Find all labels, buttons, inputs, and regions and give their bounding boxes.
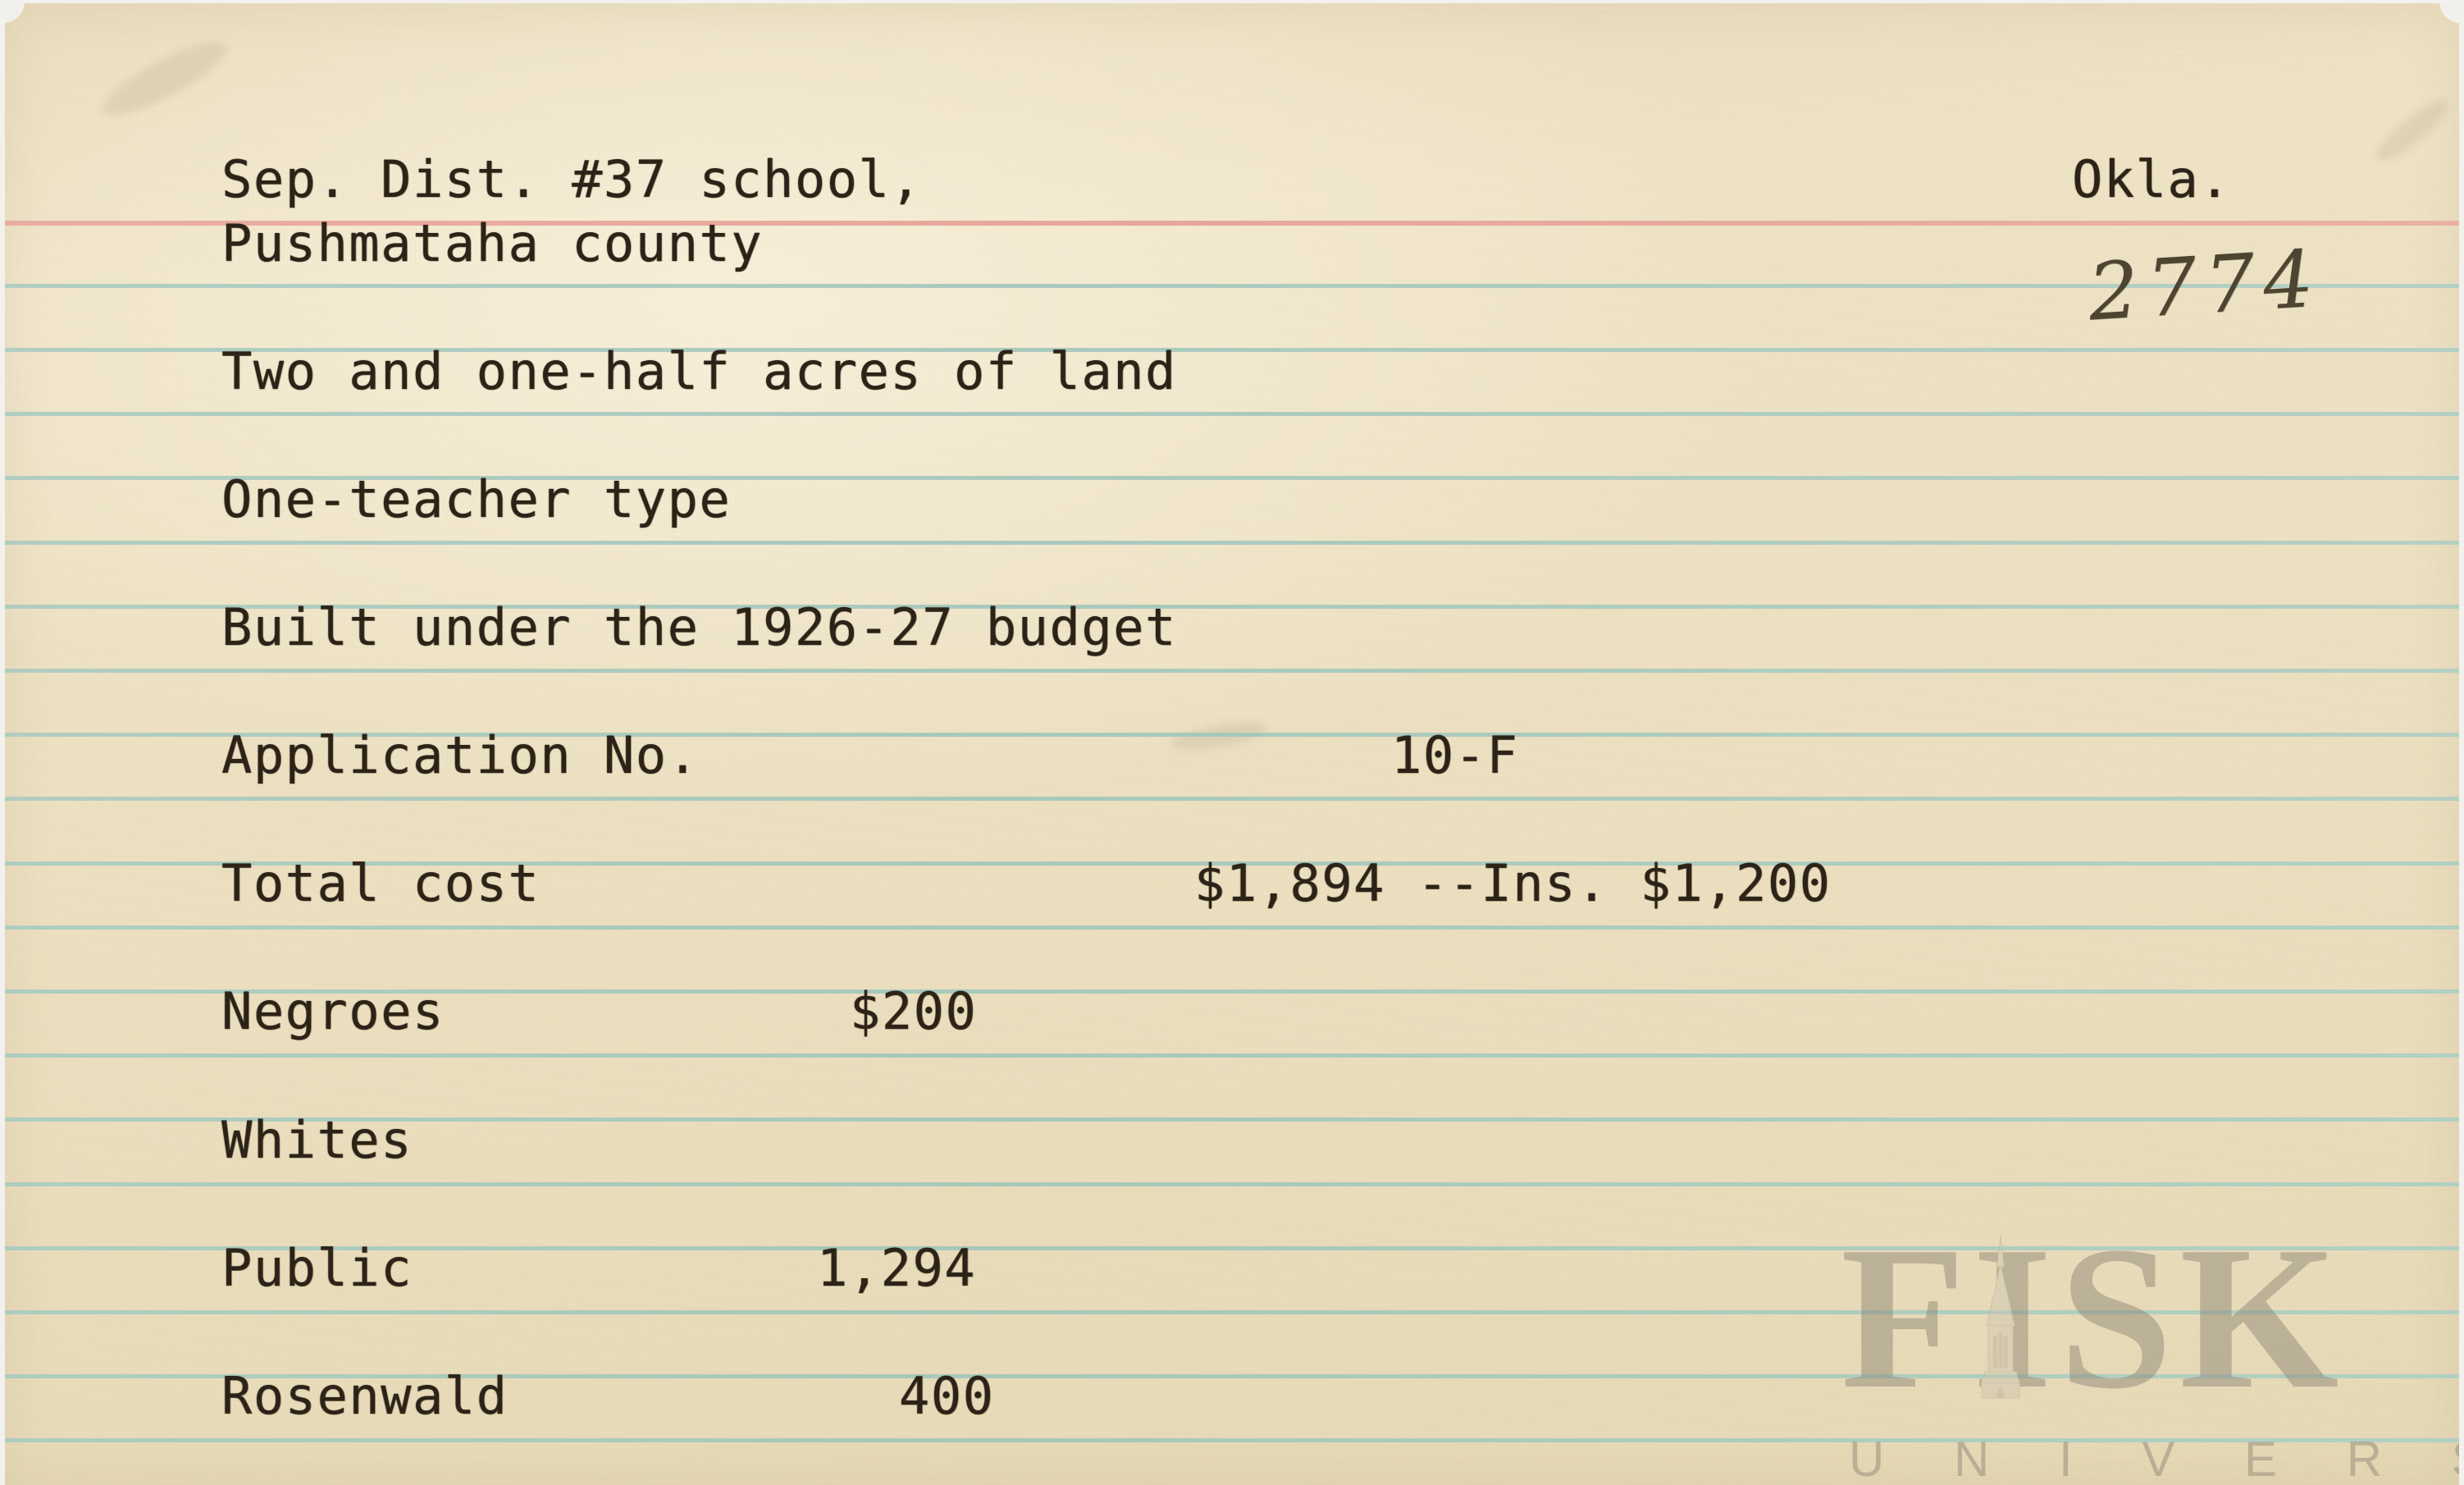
ruled-line-teal	[5, 669, 2459, 673]
field-value-negroes: $200	[850, 981, 978, 1041]
typed-content: Sep. Dist. #37 school, Okla. Pushmataha …	[5, 3, 2459, 1485]
ruled-line-teal	[5, 605, 2459, 609]
ruled-line-teal	[5, 989, 2459, 994]
ruled-line-teal	[5, 1374, 2459, 1378]
county-line: Pushmataha county	[221, 213, 764, 273]
ruled-line-teal	[5, 412, 2459, 416]
ruled-line-teal	[5, 861, 2459, 866]
ruled-line-teal	[5, 348, 2459, 352]
ruled-line-teal	[5, 797, 2459, 801]
field-label-application-no: Application No.	[221, 725, 700, 785]
field-value-application-no: 10-F	[1391, 725, 1519, 785]
ruled-line-teal	[5, 733, 2459, 737]
index-card: FISK U N I V E R S I T Y	[5, 3, 2459, 1485]
ruled-line-red	[5, 221, 2459, 226]
ruled-line-teal	[5, 284, 2459, 288]
description-line-type: One-teacher type	[221, 469, 732, 529]
field-label-whites: Whites	[221, 1110, 413, 1170]
field-label-rosenwald: Rosenwald	[221, 1366, 509, 1426]
field-label-total-cost: Total cost	[221, 853, 541, 913]
description-line-budget: Built under the 1926-27 budget	[221, 597, 1177, 657]
state-label: Okla.	[2072, 149, 2232, 209]
school-line: Sep. Dist. #37 school,	[221, 149, 923, 209]
accession-number-handwritten: 2774	[2085, 232, 2325, 339]
ruled-line-teal	[5, 476, 2459, 480]
ruled-line-teal	[5, 1246, 2459, 1250]
field-value-public: 1,294	[817, 1238, 977, 1298]
ruled-line-teal	[5, 1053, 2459, 1058]
field-label-negroes: Negroes	[221, 981, 445, 1041]
ruled-line-teal	[5, 541, 2459, 545]
ruled-line-teal	[5, 925, 2459, 930]
field-label-public: Public	[221, 1238, 413, 1298]
ruled-line-teal	[5, 1117, 2459, 1122]
ruled-line-teal	[5, 1438, 2459, 1442]
field-value-total-cost: $1,894 --Ins. $1,200	[1194, 853, 1832, 913]
description-line-acreage: Two and one-half acres of land	[221, 341, 1177, 401]
ruled-line-teal	[5, 1310, 2459, 1314]
ruled-line-teal	[5, 1182, 2459, 1186]
field-value-rosenwald: 400	[899, 1366, 995, 1426]
